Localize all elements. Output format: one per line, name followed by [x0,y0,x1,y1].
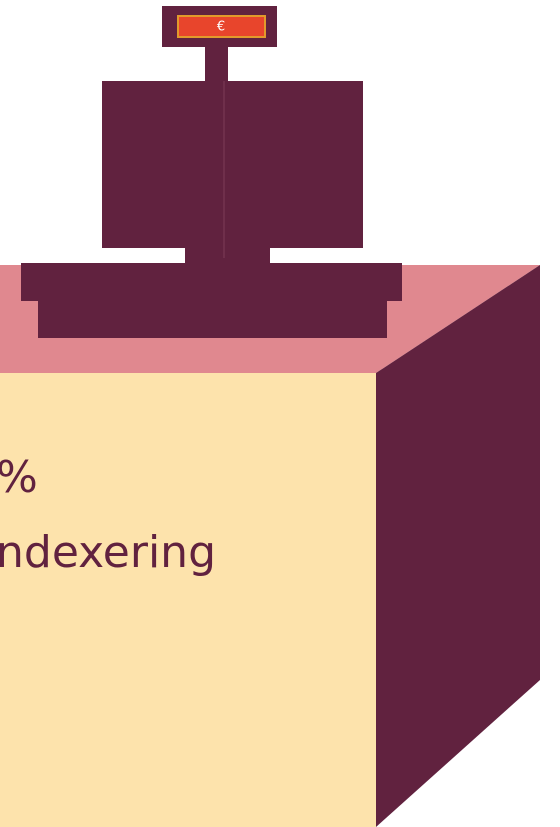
box-side [376,265,540,827]
register-pole [205,44,228,262]
box-text: % [0,452,38,503]
register-drawer [38,300,387,338]
register-base [21,263,402,301]
box-text: ndexering [0,527,216,578]
box-front [0,373,376,827]
display-screen [177,15,266,38]
display-symbol: € [217,20,225,35]
register-body [102,81,363,248]
